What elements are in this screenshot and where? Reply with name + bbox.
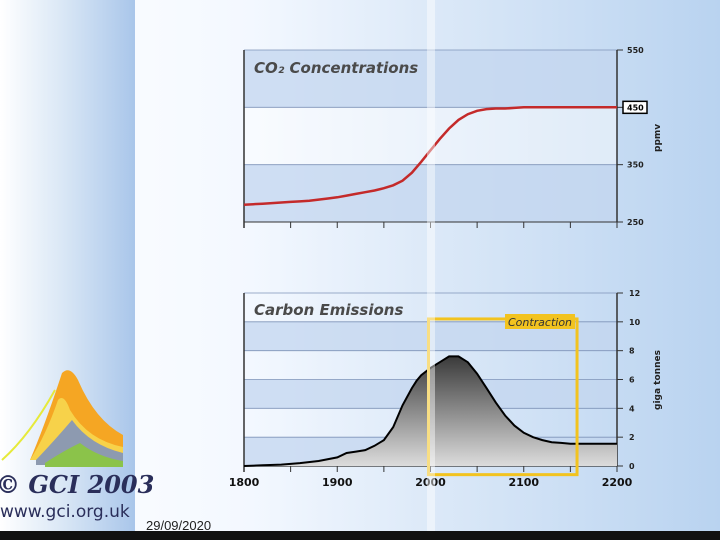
emissions-x-tick-label: 1800 [229, 476, 260, 489]
emissions-y-tick-label: 4 [629, 404, 635, 413]
co2-y-tick-label: 350 [627, 161, 644, 170]
emissions-y-tick-label: 6 [629, 376, 635, 385]
co2-y-axis-label: ppmv [653, 124, 663, 152]
emissions-chart: 12 10 8 6 4 2 0 1800 1900 2000 2100 2200 Carbon Emis… [229, 289, 663, 489]
co2-band-mid [244, 107, 617, 165]
co2-y-tick-label: 550 [627, 46, 644, 55]
emissions-x-tick-label: 2100 [508, 476, 539, 489]
emissions-y-tick-label: 0 [629, 462, 635, 471]
footer-date: 29/09/2020 [146, 518, 212, 533]
copyright-label: © GCI 2003 [0, 470, 155, 499]
emissions-y-tick-label: 10 [629, 318, 641, 327]
co2-marker-box [622, 100, 648, 115]
co2-marker-label: 450 [627, 103, 644, 112]
emissions-chart-title: Carbon Emissions [254, 301, 403, 319]
present-highlight-line [427, 0, 435, 531]
emissions-y-axis-label: giga tonnes [653, 350, 663, 410]
co2-series-line [243, 106, 617, 207]
emissions-x-tick-label: 2000 [415, 476, 446, 489]
gci-logo-icon [1, 370, 123, 467]
co2-chart-title: CO₂ Concentrations [254, 59, 418, 77]
emissions-series-line [243, 355, 617, 467]
emissions-y-tick-label: 2 [629, 433, 635, 442]
contraction-label-bg [505, 314, 575, 329]
emissions-y-tick-label: 12 [629, 289, 640, 298]
emissions-x-tick-label: 1900 [322, 476, 353, 489]
emissions-x-tick-label: 2200 [602, 476, 633, 489]
sidebar-panel: © GCI 2003 www.gci.org.uk [0, 0, 154, 540]
emissions-area [244, 356, 617, 466]
co2-y-tick-label: 250 [627, 218, 644, 227]
contraction-highlight-box [427, 317, 579, 477]
co2-band-bottom [244, 164, 617, 222]
co2-chart: 550 350 250 450 CO₂ Concentrations ppmv [243, 46, 663, 228]
contraction-label: Contraction [508, 316, 572, 329]
bottom-bar [0, 531, 720, 540]
emissions-y-tick-label: 8 [629, 347, 635, 356]
co2-band-top [244, 50, 617, 108]
website-url: www.gci.org.uk [0, 502, 130, 522]
